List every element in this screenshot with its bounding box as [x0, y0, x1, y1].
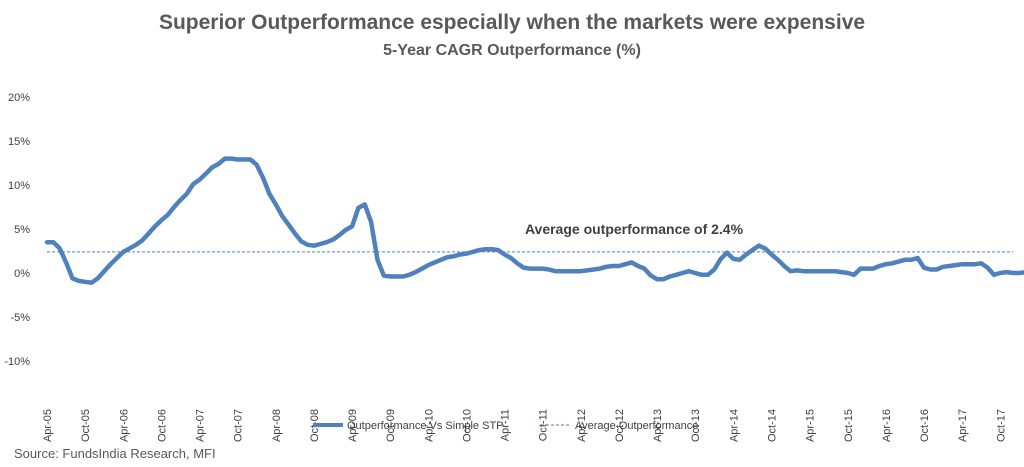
x-tick-label: Oct-09 [385, 409, 397, 442]
x-tick-label: Oct-16 [919, 409, 931, 442]
legend: Outperformance Vs Simple STP Average Out… [313, 420, 698, 432]
x-tick-label: Apr-15 [805, 409, 817, 442]
x-tick-label: Apr-14 [728, 409, 740, 442]
x-tick-label: Apr-16 [881, 409, 893, 442]
x-tick-label: Apr-06 [118, 409, 130, 442]
x-tick-label: Apr-11 [500, 409, 512, 441]
x-tick-label: Apr-07 [195, 409, 207, 442]
legend-label-series: Outperformance Vs Simple STP [347, 420, 504, 432]
legend-label-average: Average Outperformance [575, 420, 698, 432]
x-tick-label: Apr-09 [347, 409, 359, 442]
x-tick-label: Apr-12 [576, 409, 588, 442]
x-tick-label: Apr-13 [652, 409, 664, 442]
x-tick-label: Oct-15 [843, 409, 855, 442]
y-tick-label: 20% [8, 92, 30, 104]
y-tick-label: -5% [10, 312, 30, 324]
x-tick-label: Oct-07 [233, 409, 245, 442]
x-tick-label: Oct-10 [461, 409, 473, 442]
x-tick-label: Oct-05 [80, 409, 92, 442]
x-tick-label: Apr-05 [42, 409, 54, 442]
x-tick-label: Apr-17 [957, 409, 969, 442]
x-tick-label: Apr-10 [423, 409, 435, 442]
y-axis: -10% -5% 0% 5% 10% 15% 20% [4, 92, 30, 368]
x-tick-label: Oct-14 [767, 409, 779, 442]
x-tick-label: Oct-06 [156, 409, 168, 442]
chart-subtitle: 5-Year CAGR Outperformance (%) [383, 42, 641, 59]
source-note: Source: FundsIndia Research, MFI [14, 446, 216, 461]
plot-area [44, 156, 1024, 285]
y-tick-label: 10% [8, 180, 30, 192]
series-line-outperformance [44, 156, 1024, 285]
y-tick-label: -10% [4, 356, 30, 368]
x-tick-label: Oct-17 [995, 409, 1007, 442]
x-axis: Apr-05 Oct-05 Apr-06 Oct-06 Apr-07 Oct-07 Apr-… [42, 409, 1007, 442]
x-tick-label: Apr-08 [271, 409, 283, 442]
x-tick-label: Oct-12 [614, 409, 626, 442]
y-tick-label: 15% [8, 136, 30, 148]
x-tick-label: Oct-13 [690, 409, 702, 442]
average-annotation: Average outperformance of 2.4% [525, 221, 744, 237]
y-tick-label: 5% [14, 224, 30, 236]
y-tick-label: 0% [14, 268, 30, 280]
chart-title: Superior Outperformance especially when … [159, 11, 865, 34]
